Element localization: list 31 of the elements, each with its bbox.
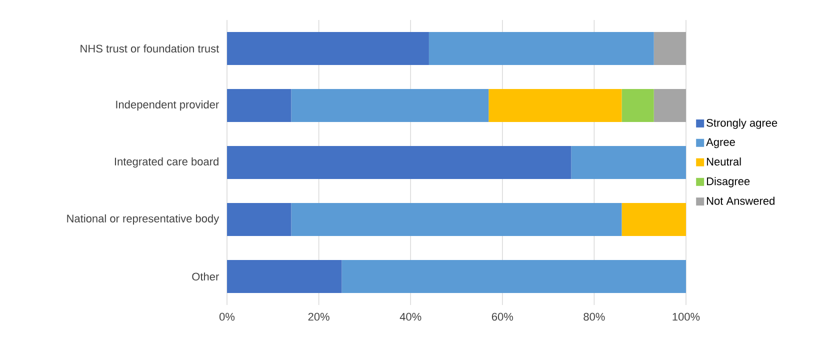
y-tick-label: Independent provider <box>116 100 219 111</box>
bar <box>654 88 686 122</box>
legend-label: Agree <box>706 138 735 148</box>
x-tick-label: 60% <box>492 312 513 321</box>
x-tick-label: 20% <box>308 312 330 321</box>
legend-label: Not Answered <box>706 196 774 205</box>
y-tick-label: NHS trust or foundation trust <box>80 44 220 53</box>
bar <box>622 88 654 122</box>
bar <box>428 32 654 65</box>
legend-label: Strongly agree <box>706 118 778 129</box>
bar <box>654 32 686 65</box>
x-tick-label: 40% <box>400 312 422 321</box>
y-tick-label: National or representative body <box>67 214 220 225</box>
bar <box>488 88 622 122</box>
bar <box>227 260 342 293</box>
y-tick-label: Other <box>192 272 219 281</box>
bar <box>291 88 489 122</box>
bar <box>227 202 292 236</box>
x-tick-label: 0% <box>219 312 235 321</box>
bar <box>291 202 622 236</box>
bar <box>227 32 429 65</box>
bar <box>227 146 572 179</box>
bar <box>227 88 292 122</box>
legend-label: Neutral <box>706 157 741 166</box>
bar <box>342 260 686 293</box>
bar <box>571 146 686 179</box>
y-tick-label: Integrated care board <box>114 157 218 168</box>
x-tick-label: 80% <box>584 312 605 321</box>
bar <box>622 202 686 236</box>
legend-label: Disagree <box>706 177 750 188</box>
x-tick-label: 100% <box>672 312 700 321</box>
